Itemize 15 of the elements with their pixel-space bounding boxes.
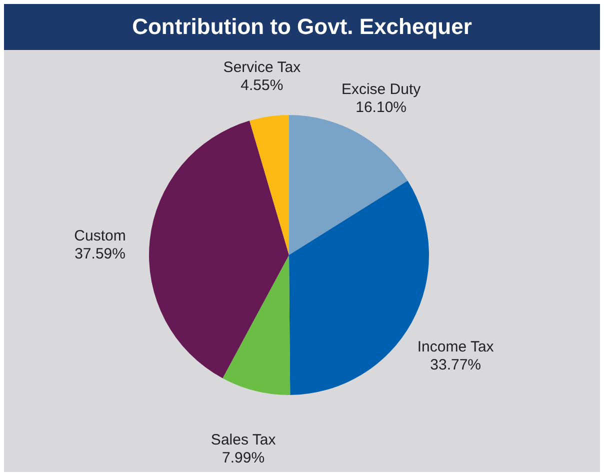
slice-label: Excise Duty [341,80,422,98]
data-label: 7.99% [222,449,265,466]
chart-title: Contribution to Govt. Exchequer [4,4,600,50]
slice-label: Sales Tax [210,431,276,448]
data-label: 37.59% [74,245,126,262]
slice-label: Custom [74,227,126,244]
slice-label: Service Tax [223,58,302,76]
pie-slice [250,115,289,255]
pie-slice [222,255,290,395]
data-label: 16.10% [356,98,406,116]
pie-slice [289,115,408,255]
pie-slice [149,120,289,378]
data-label: 33.77% [430,356,482,374]
data-label: 4.55% [240,76,284,94]
slice-label: Income Tax [417,338,494,356]
